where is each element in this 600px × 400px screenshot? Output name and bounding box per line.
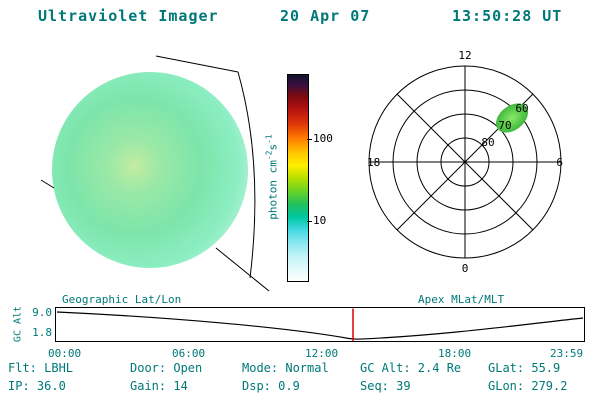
lat-label-60: 60 [515,102,528,115]
colorbar-tickmark-10 [307,221,312,222]
uv-noise-texture [52,72,248,268]
header-date: 20 Apr 07 [280,7,371,25]
clock-label-12: 12 [458,49,471,62]
status-row-1: Flt: LBHL Door: Open Mode: Normal GC Alt… [8,361,594,375]
units-base-2: s [266,143,280,151]
status-ip: IP: 36.0 [8,379,66,393]
status-mode: Mode: Normal [242,361,329,375]
colorbar-tick-label-10: 10 [313,214,327,227]
xtick-0000: 00:00 [48,347,82,360]
xtick-0600: 06:00 [172,347,206,360]
dial-labels: 12 0 18 6 80 70 60 [367,49,563,275]
xtick-1200: 12:00 [305,347,339,360]
gc-alt-curve [56,311,584,340]
lat-label-70: 70 [498,119,511,132]
status-glon: GLon: 279.2 [488,379,568,393]
strip-ytick-bottom: 1.8 [32,326,52,339]
colorbar-tickmark-100 [307,139,312,140]
strip-ylabel: GC Alt [12,305,24,343]
clock-label-0: 0 [462,262,469,275]
status-row-2: IP: 36.0 Gain: 14 Dsp: 0.9 Seq: 39 GLon:… [8,379,594,393]
units-exp-1: -2 [264,150,274,161]
status-door: Door: Open [130,361,203,375]
colorbar-units-label: photon cm-2s-1 [265,134,280,220]
header-time: 13:50:28 UT [452,7,563,25]
strip-frame [55,307,585,342]
status-gain: Gain: 14 [130,379,188,393]
limb-grid-lines [40,55,270,292]
clock-label-18: 18 [367,156,380,169]
polar-dial-plot: 12 0 18 6 80 70 60 [367,49,563,275]
strip-title-right: Apex MLat/MLT [418,293,505,306]
xtick-2359: 23:59 [550,347,584,360]
status-gc-alt: GC Alt: 2.4 Re [360,361,462,375]
uv-disk-image [40,55,270,292]
units-exp-2: -1 [264,134,274,144]
aurora-patch [496,103,528,133]
app-title: Ultraviolet Imager [38,7,219,25]
clock-label-6: 6 [556,156,563,169]
lat-label-80: 80 [481,136,494,149]
status-dsp: Dsp: 0.9 [242,379,300,393]
strip-title-left: Geographic Lat/Lon [62,293,182,306]
mlt-spokes [369,66,561,258]
status-flt: Flt: LBHL [8,361,74,375]
strip-ytick-top: 9.0 [32,306,52,319]
colorbar-tick-label-100: 100 [313,132,333,145]
colorbar-gradient [287,74,309,282]
status-seq: Seq: 39 [360,379,411,393]
status-glat: GLat: 55.9 [488,361,561,375]
gc-alt-strip-chart [55,307,585,342]
units-base-1: photon cm [266,160,280,220]
xtick-1800: 18:00 [438,347,472,360]
